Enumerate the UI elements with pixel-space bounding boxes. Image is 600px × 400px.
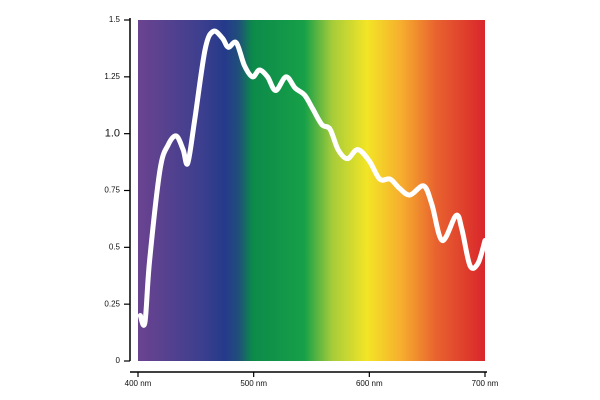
y-tick-label: 1.25 xyxy=(104,72,120,81)
x-tick-label: 500 nm xyxy=(240,379,267,388)
y-tick-label: 1.0 xyxy=(105,128,120,140)
y-tick-label: 0.75 xyxy=(104,186,120,195)
y-tick-label: 0.25 xyxy=(104,299,120,308)
y-tick-label: 1.5 xyxy=(109,15,121,24)
x-tick-label: 700 nm xyxy=(472,379,499,388)
y-tick-label: 0.5 xyxy=(109,242,121,251)
spectrum-background xyxy=(138,20,485,361)
x-tick-label: 400 nm xyxy=(125,379,152,388)
x-tick-label: 600 nm xyxy=(356,379,383,388)
y-tick-label: 0 xyxy=(116,356,121,365)
spectrum-line xyxy=(137,28,488,328)
